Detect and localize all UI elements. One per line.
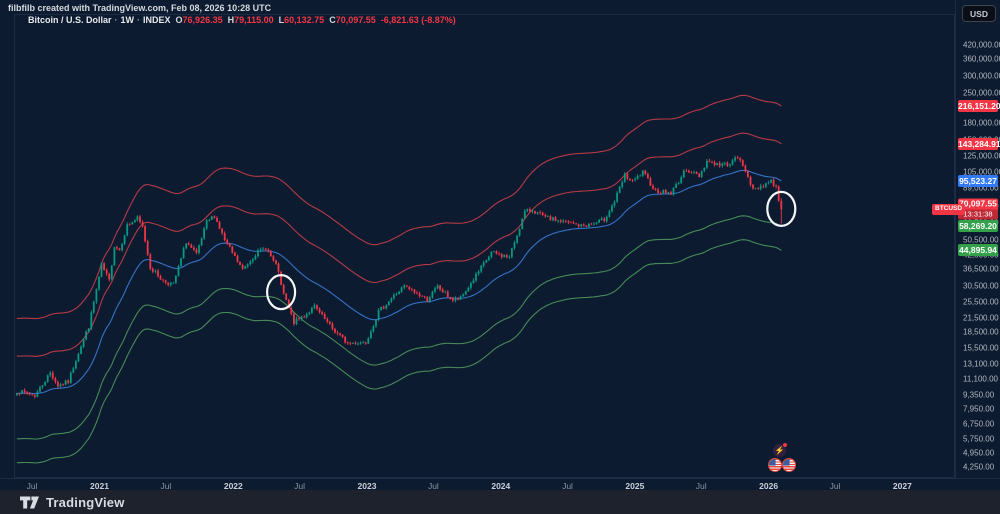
upper-band-1-line <box>16 132 782 357</box>
time-axis-label: Jul <box>562 481 573 491</box>
economic-event-flag-icon[interactable] <box>782 458 796 472</box>
tradingview-wordmark: TradingView <box>46 494 125 510</box>
chart-legend: Bitcoin / U.S. Dollar · 1W · INDEX O76,926.35… <box>28 15 456 25</box>
highlight-circle-annotation <box>766 190 797 227</box>
time-axis-label: 2021 <box>90 481 109 491</box>
events-lightning-icon[interactable]: ⚡ <box>773 443 787 457</box>
time-axis-label: Jul <box>160 481 172 491</box>
price-tick-label: 300,000.00 <box>963 71 1000 81</box>
price-tick-label: 11,100.00 <box>963 374 998 384</box>
symbol-title: Bitcoin / U.S. Dollar <box>28 15 112 25</box>
price-tick-label: 250,000.00 <box>963 88 1000 98</box>
price-tick-label: 7,950.00 <box>963 404 995 414</box>
change-value: -6,821.63 (-8.87%) <box>380 15 456 25</box>
time-axis[interactable]: Jul 2021 Jul 2022 Jul 2023 Jul 2024 Jul 2025 Jul 20… <box>0 478 1000 491</box>
lower-band-1-line <box>16 215 782 440</box>
lower-band-2-line <box>16 239 782 464</box>
open-value: 76,926.35 <box>182 15 223 25</box>
price-tick-label: 89,000.00 <box>963 183 999 192</box>
legend-separator: · <box>114 15 118 25</box>
price-tick-label: 18,500.00 <box>963 327 999 337</box>
price-tick-label: 180,000.00 <box>963 118 1000 128</box>
basis-price-badge: 95,523.27 <box>958 175 998 187</box>
pane-border <box>14 14 955 478</box>
price-tick-label: 6,750.00 <box>963 419 995 429</box>
price-tick-label: 105,000.00 <box>963 167 1000 177</box>
interval-label: 1W <box>120 15 135 25</box>
price-tick-label: 30,500.00 <box>963 281 999 291</box>
economic-event-flag-icon[interactable] <box>768 458 782 472</box>
price-tick-label: 360,000.00 <box>963 54 1000 64</box>
time-axis-label: Jul <box>829 481 841 491</box>
price-tick-label: 420,000.00 <box>963 40 1000 50</box>
legend-separator: · <box>137 15 141 25</box>
price-tick-label: 125,000.00 <box>963 151 1000 161</box>
time-axis-label: 2023 <box>357 481 377 491</box>
time-axis-label: Jul <box>26 481 38 491</box>
current-price-value: 70,097.55 <box>958 198 998 210</box>
market-label: INDEX <box>143 15 171 25</box>
price-tick-label: 4,950.00 <box>963 448 995 458</box>
price-tick-label: 13,100.00 <box>963 359 999 368</box>
lightning-glyph: ⚡ <box>774 445 785 455</box>
close-value: 70,097.55 <box>335 15 376 25</box>
time-axis-label: 2022 <box>223 481 243 491</box>
open-label: O <box>175 15 183 25</box>
time-axis-label: 2025 <box>625 481 645 491</box>
down-candle-wicks <box>19 155 782 399</box>
time-axis-label: Jul <box>294 481 306 491</box>
tradingview-logo-icon <box>20 495 39 509</box>
time-axis-label: 2026 <box>759 481 779 491</box>
price-chart-canvas[interactable] <box>0 0 955 478</box>
symbol-price-label: BTCUSD <box>932 204 966 215</box>
price-tick-label: 25,500.00 <box>963 297 999 307</box>
price-tick-label: 9,350.00 <box>963 390 995 399</box>
upper-band-1-price-badge: 143,284.91 <box>958 137 1000 150</box>
chart-pane <box>15 94 797 464</box>
time-axis-label: Jul <box>695 481 707 491</box>
low-label: L <box>278 15 285 25</box>
price-tick-label: 21,500.00 <box>963 313 999 323</box>
lower-band-2-price-badge: 44,895.94 <box>958 244 998 257</box>
time-axis-label: 2027 <box>892 481 912 491</box>
low-value: 60,132.75 <box>284 15 325 25</box>
bar-countdown: 13:31:38 <box>958 209 998 220</box>
upper-band-2-price-badge: 216,151.20 <box>958 100 1000 112</box>
time-axis-label: Jul <box>427 481 439 491</box>
footer-bar: TradingView <box>0 490 1000 514</box>
price-tick-label: 15,500.00 <box>963 343 999 353</box>
high-label: H <box>227 15 235 25</box>
price-axis[interactable]: 420,000.00 360,000.00 300,000.00 250,000.00… <box>955 0 1000 478</box>
currency-toggle-button[interactable]: USD <box>962 5 996 22</box>
price-tick-label: 36,500.00 <box>963 264 999 274</box>
tradingview-logo-link[interactable]: TradingView <box>20 495 125 510</box>
time-axis-label: 2024 <box>491 481 511 491</box>
price-tick-label: 5,750.00 <box>963 434 995 444</box>
high-value: 79,115.00 <box>234 15 274 25</box>
attribution-text: filbfilb created with TradingView.com, F… <box>8 3 272 13</box>
current-price-badge: 70,097.55 13:31:38 <box>958 198 998 220</box>
lower-band-1-price-badge: 58,269.20 <box>958 220 998 233</box>
close-label: C <box>329 15 336 25</box>
price-tick-label: 4,250.00 <box>963 462 995 472</box>
price-tick-label: 50,500.00 <box>963 235 999 245</box>
highlight-circle-annotation <box>266 274 297 311</box>
basis-line <box>16 169 782 395</box>
upper-band-2-line <box>16 94 782 320</box>
